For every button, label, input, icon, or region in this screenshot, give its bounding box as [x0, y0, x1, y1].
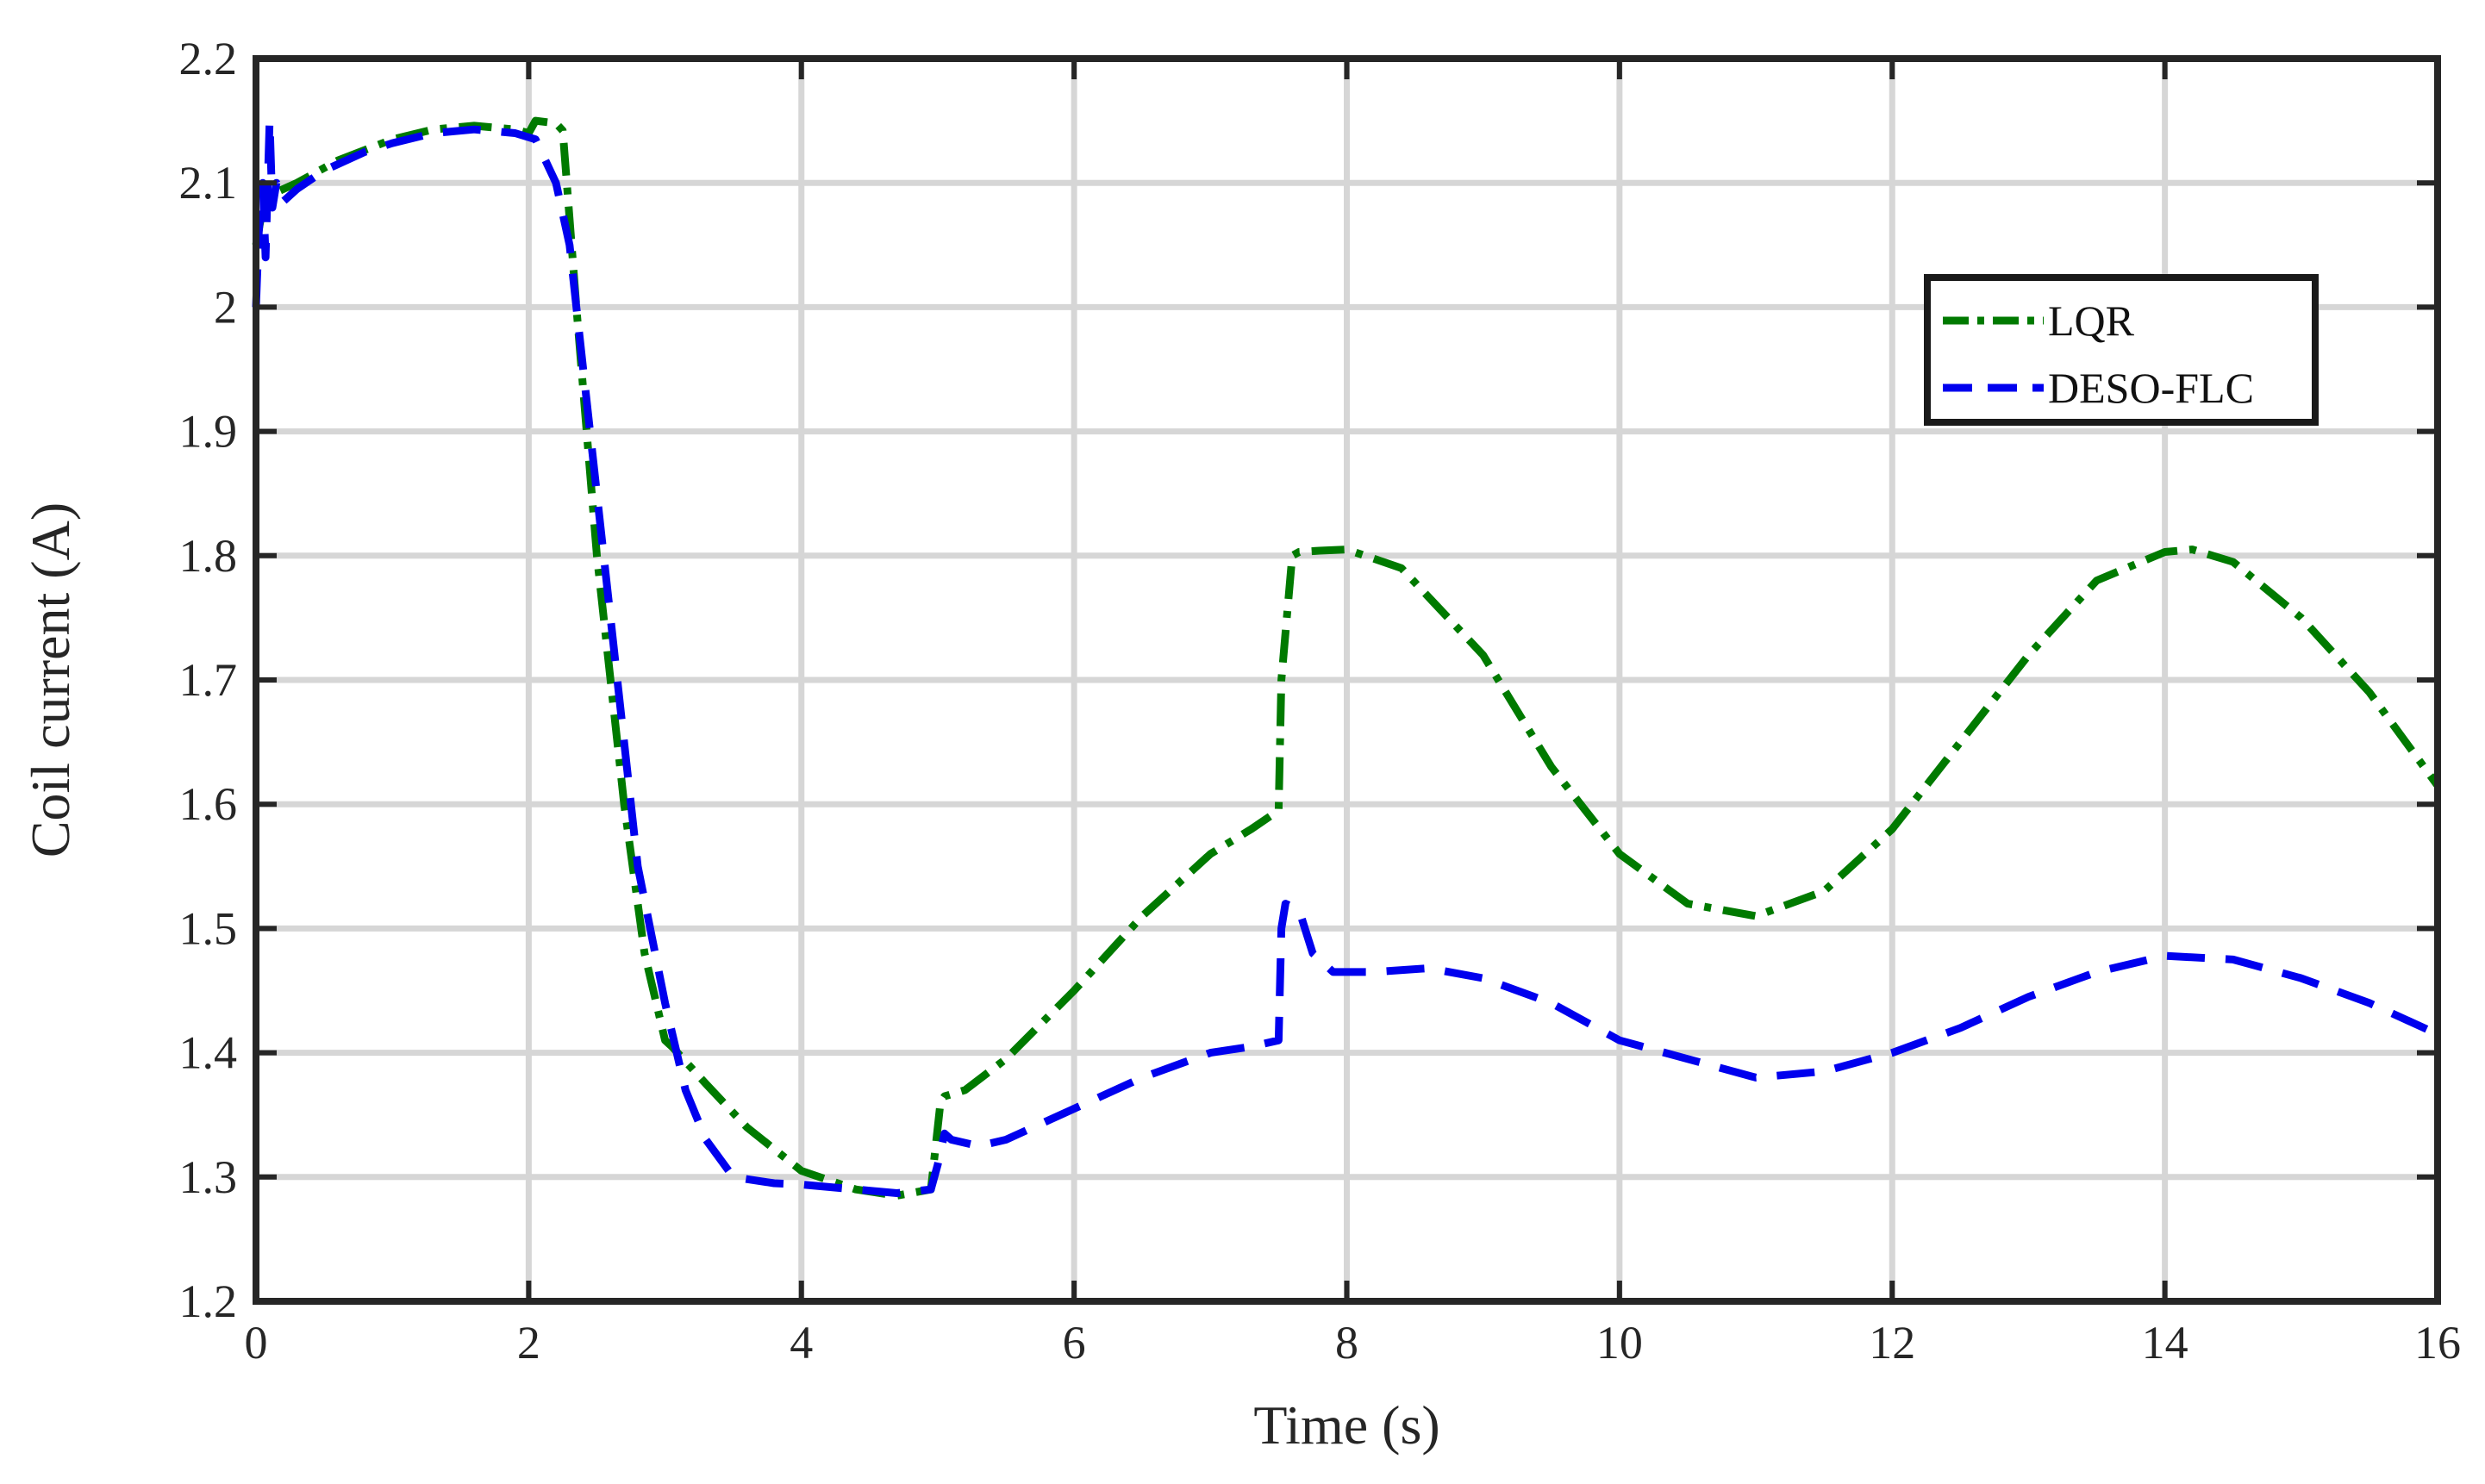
legend: LQR DESO-FLC — [1924, 274, 2319, 426]
legend-label: LQR — [2048, 296, 2135, 345]
tick-labels: 0 2 4 6 8 10 12 14 16 1.2 1.3 1.4 1.5 1.6 1.7 1.8 1.9 2 2.… — [179, 33, 2462, 1369]
x-tick-label: 10 — [1596, 1317, 1643, 1369]
y-tick-label: 2.1 — [179, 157, 238, 209]
y-axis-label: Coil current (A) — [20, 502, 81, 857]
series-line-deso-flc — [252, 116, 2439, 1197]
x-tick-label: 2 — [517, 1317, 540, 1369]
legend-box — [1924, 274, 2319, 426]
series-line-lqr — [252, 116, 2441, 1200]
x-tick-label: 6 — [1063, 1317, 1086, 1369]
y-tick-label: 2 — [214, 281, 237, 333]
y-tick-label: 1.6 — [179, 778, 238, 830]
y-tick-label: 1.7 — [179, 654, 238, 706]
x-tick-label: 8 — [1335, 1317, 1358, 1369]
legend-entries: LQR DESO-FLC — [1943, 296, 2254, 412]
axes — [253, 55, 2441, 1305]
y-tick-label: 2.2 — [179, 33, 238, 84]
legend-label: DESO-FLC — [2048, 364, 2254, 412]
grid — [253, 55, 2441, 1305]
series-lines — [252, 116, 2441, 1200]
y-tick-label: 1.8 — [179, 530, 238, 582]
x-tick-label: 4 — [790, 1317, 813, 1369]
y-tick-label: 1.4 — [179, 1027, 238, 1079]
y-tick-label: 1.5 — [179, 902, 238, 954]
x-axis-label: Time (s) — [1253, 1394, 1439, 1456]
x-tick-label: 12 — [1869, 1317, 1915, 1369]
x-tick-label: 14 — [2142, 1317, 2188, 1369]
y-tick-label: 1.2 — [179, 1275, 238, 1327]
y-tick-label: 1.9 — [179, 406, 238, 458]
x-tick-label: 16 — [2414, 1317, 2461, 1369]
x-tick-label: 0 — [245, 1317, 268, 1369]
y-tick-label: 1.3 — [179, 1151, 238, 1203]
